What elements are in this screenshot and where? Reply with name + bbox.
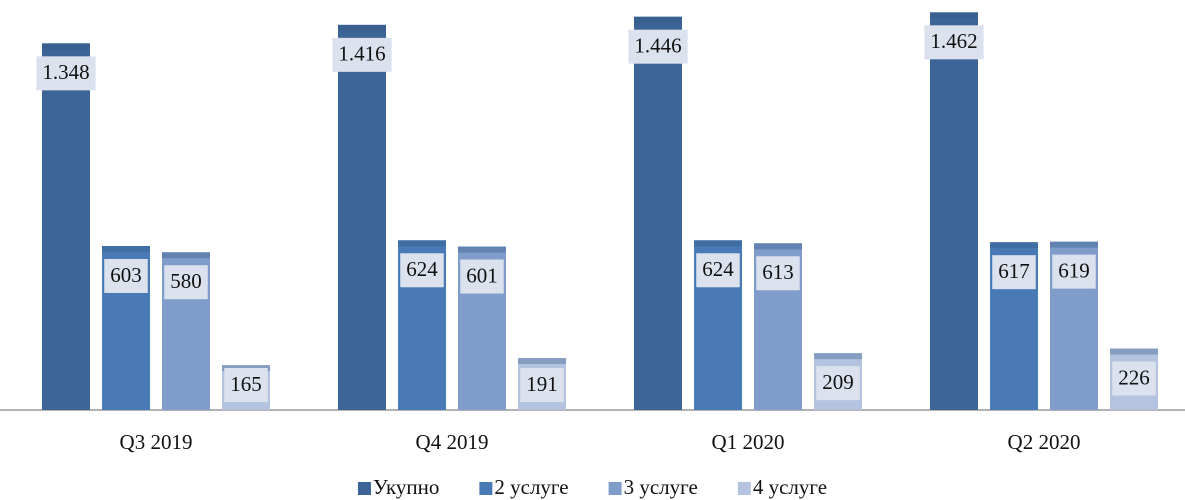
legend-swatch xyxy=(357,482,371,495)
x-tick-label: Q4 2019 xyxy=(416,430,489,454)
bar-cap xyxy=(518,358,566,365)
bar-cap xyxy=(162,252,210,259)
data-label-bg xyxy=(460,259,504,294)
legend-label: Укупно xyxy=(373,475,439,499)
data-label: 619 xyxy=(1058,258,1090,282)
x-tick-label: Q2 2020 xyxy=(1008,430,1081,454)
bar-cap xyxy=(930,12,978,19)
data-label-bg xyxy=(816,366,860,401)
legend-swatch xyxy=(479,482,493,495)
data-label-bg xyxy=(628,29,688,64)
bar-cap xyxy=(1110,348,1158,355)
bar-cap xyxy=(102,245,150,252)
data-label-bg xyxy=(224,368,268,402)
data-label-bg xyxy=(36,56,96,91)
bar xyxy=(338,24,386,411)
data-label: 624 xyxy=(406,257,438,281)
legend-label: 3 услуге xyxy=(624,475,698,499)
data-label-bg xyxy=(400,253,444,288)
data-label-bg xyxy=(1052,254,1096,289)
bar-cap xyxy=(1050,241,1098,248)
data-label: 191 xyxy=(526,372,558,396)
bar-cap xyxy=(398,240,446,247)
data-label-bg xyxy=(164,265,208,300)
data-label: 580 xyxy=(170,269,202,293)
legend-label: 4 услуге xyxy=(753,475,827,499)
data-label-bg xyxy=(696,253,740,288)
data-label: 613 xyxy=(762,260,794,284)
data-label-bg xyxy=(104,258,148,293)
data-label: 1.416 xyxy=(338,42,385,66)
data-label: 226 xyxy=(1118,365,1150,389)
data-label-bg xyxy=(1112,361,1156,396)
data-label: 603 xyxy=(110,263,142,287)
bar xyxy=(930,12,978,411)
data-label-bg xyxy=(520,368,564,402)
legend-swatch xyxy=(737,482,751,495)
data-label: 1.462 xyxy=(930,29,977,53)
data-label: 624 xyxy=(702,257,734,281)
data-label-bg xyxy=(332,37,392,72)
bar-cap xyxy=(458,246,506,253)
data-label-bg xyxy=(756,256,800,291)
data-label-bg xyxy=(924,25,984,60)
data-label: 1.348 xyxy=(42,60,89,84)
x-tick-label: Q3 2019 xyxy=(120,430,193,454)
data-label: 601 xyxy=(466,263,498,287)
bar-cap xyxy=(338,24,386,31)
data-label: 165 xyxy=(230,372,262,396)
data-label: 1.446 xyxy=(634,34,681,58)
x-tick-label: Q1 2020 xyxy=(712,430,785,454)
bar xyxy=(634,16,682,411)
data-label-bg xyxy=(992,255,1036,290)
bar-cap xyxy=(42,43,90,50)
bar-cap xyxy=(814,353,862,360)
legend-swatch xyxy=(608,482,622,495)
bar-cap xyxy=(754,243,802,250)
legend-label: 2 услуге xyxy=(494,475,568,499)
bar-cap xyxy=(990,242,1038,249)
data-label: 617 xyxy=(998,259,1030,283)
data-label: 209 xyxy=(822,370,854,394)
bar-cap xyxy=(634,16,682,23)
bar-cap xyxy=(694,240,742,247)
bar xyxy=(42,43,90,411)
